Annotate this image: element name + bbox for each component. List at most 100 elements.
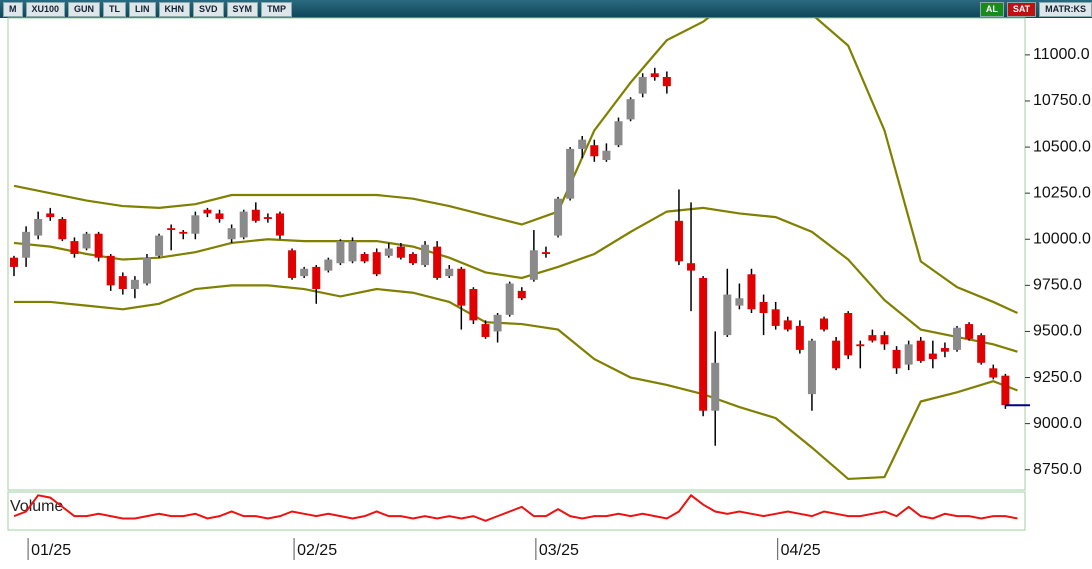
candle-body — [626, 99, 635, 120]
y-tick-label: 9750.0 — [1033, 277, 1082, 294]
candle-body — [977, 335, 986, 363]
candle-body — [1001, 375, 1010, 406]
y-tick-label: 10000.0 — [1033, 230, 1091, 247]
bollinger-band — [13, 18, 1018, 315]
candle-body — [699, 277, 708, 411]
candle-body — [578, 139, 587, 149]
candle-body — [662, 77, 671, 87]
candle-body — [118, 276, 127, 290]
toolbar-button[interactable]: MATR:KS — [1039, 1, 1092, 17]
bollinger-band — [13, 206, 1018, 353]
plot-area — [10, 18, 1018, 481]
toolbar-button[interactable]: AL — [979, 1, 1004, 17]
candle-body — [820, 318, 829, 330]
candle-body — [602, 150, 611, 160]
candle-body — [590, 145, 599, 157]
toolbar-button[interactable]: SVD — [193, 1, 224, 17]
y-tick-label: 8750.0 — [1033, 461, 1082, 478]
candle-body — [142, 257, 151, 284]
bollinger-band — [14, 284, 1018, 481]
candle-body — [566, 148, 575, 199]
candle-body — [481, 324, 490, 337]
candle-body — [517, 290, 526, 299]
candle-body — [916, 340, 925, 361]
candle-body — [940, 348, 949, 352]
candle-body — [541, 252, 550, 254]
candle-body — [288, 250, 297, 278]
candle-body — [783, 320, 792, 330]
candle-body — [360, 254, 369, 262]
candle-body — [155, 235, 164, 256]
candle-body — [880, 335, 889, 345]
candle-body — [384, 248, 393, 256]
candle-body — [22, 231, 31, 258]
y-tick-label: 9000.0 — [1033, 415, 1082, 432]
candle-body — [130, 279, 139, 290]
candle-body — [469, 289, 478, 321]
volume-label: Volume — [10, 498, 63, 515]
candle-body — [191, 215, 200, 234]
candle-body — [965, 324, 974, 339]
candle-body — [614, 121, 623, 146]
toolbar-button[interactable]: SAT — [1006, 1, 1037, 17]
candle-body — [58, 218, 67, 240]
candle-body — [650, 73, 659, 77]
candle-body — [771, 309, 780, 326]
candle-body — [687, 263, 696, 271]
candle-body — [179, 231, 188, 234]
candle-body — [674, 220, 683, 262]
y-tick-label: 9500.0 — [1033, 323, 1082, 340]
candle-body — [336, 241, 345, 264]
candle-body — [82, 233, 91, 249]
candle-body — [711, 362, 720, 411]
x-tick-label: 04/25 — [781, 542, 821, 559]
candle-body — [892, 349, 901, 369]
candle-body — [445, 268, 454, 277]
candle-body — [300, 268, 309, 277]
candle-body — [106, 255, 115, 286]
candle-body — [904, 344, 913, 365]
candle-body — [70, 241, 79, 254]
candle-body — [529, 250, 538, 280]
candle-body — [493, 314, 502, 332]
candle-body — [832, 340, 841, 369]
candle-body — [807, 340, 816, 395]
candle-body — [928, 353, 937, 360]
candle-body — [421, 244, 430, 266]
candle-body — [34, 218, 43, 236]
candle-body — [868, 335, 877, 341]
candle-body — [215, 213, 224, 219]
volume-line — [13, 493, 1018, 522]
y-tick-label: 9250.0 — [1033, 369, 1082, 386]
candle-body — [94, 233, 103, 258]
toolbar-button[interactable]: SYM — [226, 1, 259, 17]
candle-body — [396, 246, 405, 258]
y-tick-label: 10750.0 — [1033, 92, 1091, 109]
y-tick-label: 10500.0 — [1033, 138, 1091, 155]
candle-body — [759, 301, 768, 313]
toolbar-button[interactable]: M — [3, 1, 23, 17]
candle-body — [505, 283, 514, 315]
x-tick-label: 03/25 — [539, 542, 579, 559]
candle-body — [348, 241, 357, 262]
candle-body — [324, 259, 333, 271]
candle-body — [989, 368, 998, 378]
toolbar-button[interactable]: GUN — [68, 1, 101, 17]
candle-body — [312, 266, 321, 290]
candle-body — [203, 209, 212, 214]
toolbar-button[interactable]: XU100 — [25, 1, 66, 17]
candle-body — [554, 198, 563, 236]
candle-body — [953, 327, 962, 350]
toolbar-button[interactable]: KHN — [158, 1, 191, 17]
candle-body — [433, 246, 442, 278]
toolbar-button[interactable]: TL — [103, 1, 127, 17]
x-tick-label: 02/25 — [297, 542, 337, 559]
toolbar-button[interactable]: TMP — [261, 1, 293, 17]
toolbar-button[interactable]: LIN — [129, 1, 156, 17]
candle-body — [844, 313, 853, 356]
y-tick-label: 11000.0 — [1033, 46, 1090, 63]
candle-body — [239, 211, 248, 238]
candle-body — [275, 213, 284, 236]
